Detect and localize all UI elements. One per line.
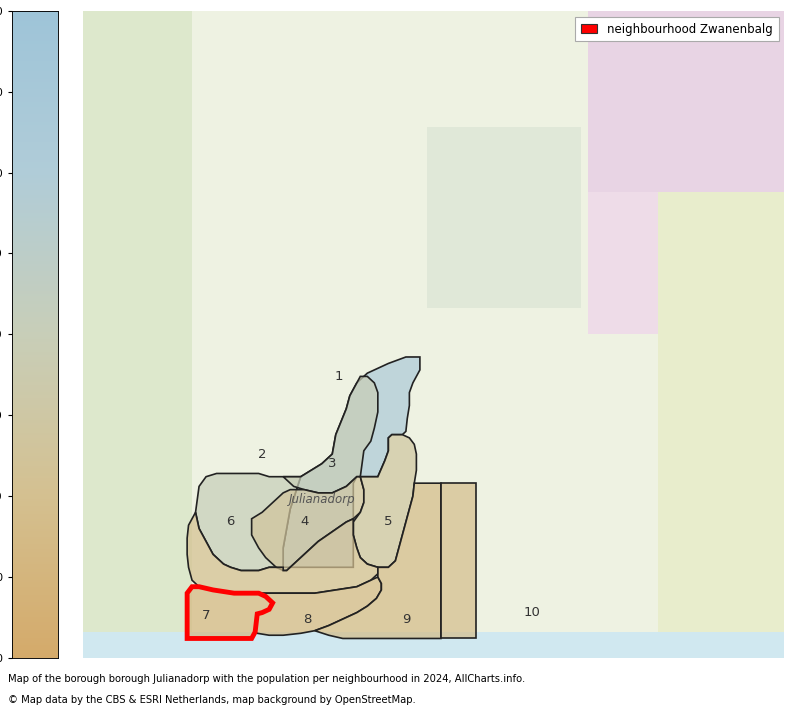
Text: 2: 2 [258, 447, 267, 461]
Text: 1: 1 [335, 370, 344, 383]
Polygon shape [314, 483, 441, 638]
Text: 7: 7 [202, 609, 210, 623]
FancyBboxPatch shape [83, 11, 192, 658]
Polygon shape [283, 377, 378, 493]
Text: Map of the borough borough Julianadorp with the population per neighbourhood in : Map of the borough borough Julianadorp w… [8, 674, 525, 684]
Legend: neighbourhood Zwanenbalg: neighbourhood Zwanenbalg [575, 17, 779, 42]
Text: 6: 6 [226, 516, 235, 528]
FancyBboxPatch shape [427, 127, 581, 308]
FancyBboxPatch shape [588, 11, 784, 192]
FancyBboxPatch shape [588, 192, 658, 334]
Text: 9: 9 [402, 613, 410, 626]
Text: 4: 4 [300, 516, 308, 528]
Polygon shape [252, 477, 364, 571]
Text: 10: 10 [523, 606, 541, 619]
Text: 5: 5 [384, 516, 392, 528]
Text: 3: 3 [328, 457, 337, 470]
Text: © Map data by the CBS & ESRI Netherlands, map background by OpenStreetMap.: © Map data by the CBS & ESRI Netherlands… [8, 695, 416, 705]
Polygon shape [353, 434, 416, 567]
Polygon shape [283, 357, 420, 567]
Text: Julianadorp: Julianadorp [288, 493, 355, 506]
Polygon shape [187, 587, 272, 638]
FancyBboxPatch shape [83, 632, 784, 658]
Polygon shape [195, 473, 301, 571]
Polygon shape [441, 483, 476, 638]
Polygon shape [187, 512, 378, 593]
FancyBboxPatch shape [658, 11, 784, 658]
Polygon shape [255, 577, 381, 636]
Text: 8: 8 [303, 613, 312, 626]
